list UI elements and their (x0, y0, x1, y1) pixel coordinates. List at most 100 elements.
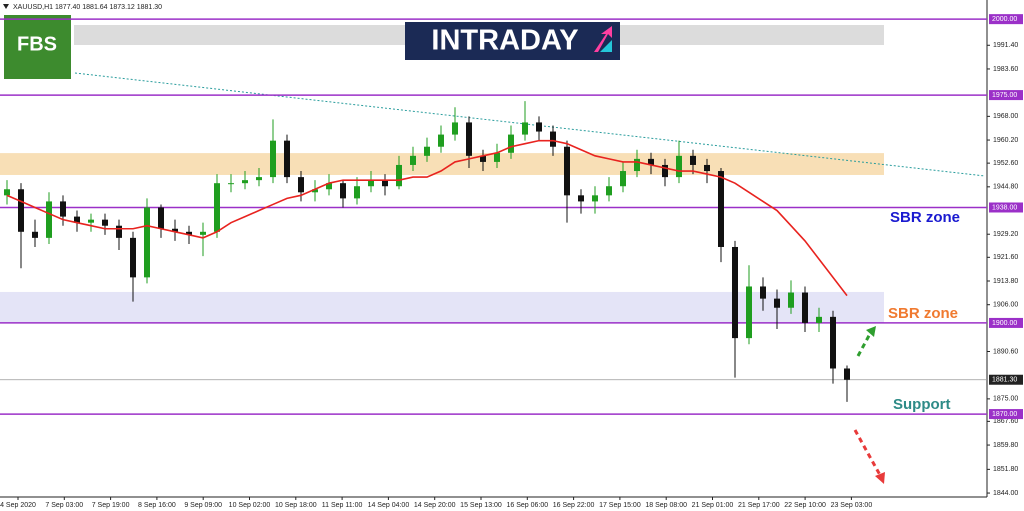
level-label: 1870.00 (992, 411, 1017, 418)
candle-body (438, 134, 444, 147)
moving-average (6, 139, 848, 297)
candle-body (634, 158, 640, 172)
y-tick-label: 1890.60 (993, 348, 1018, 355)
y-tick-label: 1968.00 (993, 113, 1018, 120)
y-tick-label: 1991.40 (993, 42, 1018, 49)
x-tick-label: 21 Sep 17:00 (738, 502, 780, 509)
current-price-box (989, 374, 1023, 385)
candle-body (662, 164, 668, 178)
candle-body (410, 155, 416, 165)
arrow-down-head (875, 472, 885, 484)
level-label: 1900.00 (992, 320, 1017, 327)
candle-body (746, 286, 752, 339)
level-label-box (989, 317, 1023, 328)
x-tick-label: 8 Sep 16:00 (138, 502, 176, 509)
logo-text: FBS (17, 33, 57, 55)
candle-body (816, 316, 822, 323)
candle-body (424, 146, 430, 156)
candle-body (270, 140, 276, 178)
x-tick-label: 7 Sep 19:00 (92, 502, 130, 509)
candle-body (382, 180, 388, 187)
y-tick-label: 1867.60 (993, 418, 1018, 425)
candle-body (550, 131, 556, 147)
annotation: SBR zone (890, 209, 960, 226)
arrow-up-head (866, 326, 876, 337)
annotation: SBR zone (888, 305, 958, 322)
x-tick-label: 4 Sep 2020 (0, 502, 36, 509)
y-tick-label: 1851.80 (993, 466, 1018, 473)
candle-body (648, 158, 654, 165)
candle-body (102, 219, 108, 226)
x-tick-label: 22 Sep 10:00 (784, 502, 826, 509)
level-label-box (989, 202, 1023, 213)
candle-body (522, 122, 528, 135)
candle-body (606, 186, 612, 196)
level-label-box (989, 409, 1023, 420)
x-tick-label: 16 Sep 06:00 (506, 502, 548, 509)
y-tick-label: 1921.60 (993, 254, 1018, 261)
candle-body (46, 201, 52, 238)
annotation: Support (893, 396, 951, 413)
candle-body (788, 292, 794, 308)
candle-body (494, 152, 500, 162)
candle-body (298, 177, 304, 193)
candle-body (592, 195, 598, 202)
candle-body (676, 155, 682, 178)
candle-body (60, 201, 66, 217)
candle-body (536, 122, 542, 132)
candle-body (228, 183, 234, 185)
header: XAUUSD,H1 1877.40 1881.64 1873.12 1881.3… (13, 4, 162, 11)
candle-body (578, 195, 584, 202)
candle-body (200, 231, 206, 235)
x-tick-label: 7 Sep 03:00 (45, 502, 83, 509)
candle-body (396, 164, 402, 187)
y-tick-label: 1952.60 (993, 160, 1018, 167)
candle-body (564, 146, 570, 196)
candle-body (284, 140, 290, 178)
candle-body (116, 225, 122, 238)
x-tick-label: 23 Sep 03:00 (831, 502, 873, 509)
candle-body (326, 183, 332, 190)
logo-box (4, 15, 71, 79)
y-tick-label: 1960.20 (993, 137, 1018, 144)
x-tick-label: 9 Sep 09:00 (184, 502, 222, 509)
header-icon (3, 4, 9, 9)
candle-body (74, 216, 80, 223)
x-tick-label: 10 Sep 02:00 (229, 502, 271, 509)
zone (0, 153, 884, 175)
y-tick-label: 1929.20 (993, 231, 1018, 238)
candle-body (312, 189, 318, 193)
y-tick-label: 1859.80 (993, 442, 1018, 449)
y-tick-label: 1983.60 (993, 66, 1018, 73)
candle-body (830, 316, 836, 369)
candle-body (718, 171, 724, 247)
candle-body (214, 183, 220, 232)
x-tick-label: 14 Sep 04:00 (368, 502, 410, 509)
level-label-box (989, 14, 1023, 25)
candle-body (802, 292, 808, 323)
candle-body (354, 186, 360, 199)
candle-body (256, 177, 262, 181)
level-label: 1938.00 (992, 204, 1017, 211)
candle-body (620, 171, 626, 187)
x-tick-label: 16 Sep 22:00 (553, 502, 595, 509)
banner-box (405, 22, 620, 60)
candle-body (466, 122, 472, 156)
trend-line (74, 72, 986, 177)
candle-body (4, 189, 10, 196)
level-label: 2000.00 (992, 16, 1017, 23)
candle-body (130, 237, 136, 278)
y-tick-label: 1944.80 (993, 184, 1018, 191)
candle-body (18, 189, 24, 232)
candle-body (774, 298, 780, 308)
candle-body (186, 231, 192, 235)
candle-body (368, 180, 374, 187)
y-tick-label: 1844.00 (993, 490, 1018, 497)
candle-body (242, 180, 248, 184)
candle-body (760, 286, 766, 299)
x-tick-label: 14 Sep 20:00 (414, 502, 456, 509)
level-label: 1975.00 (992, 92, 1017, 99)
x-tick-label: 11 Sep 11:00 (322, 502, 363, 509)
